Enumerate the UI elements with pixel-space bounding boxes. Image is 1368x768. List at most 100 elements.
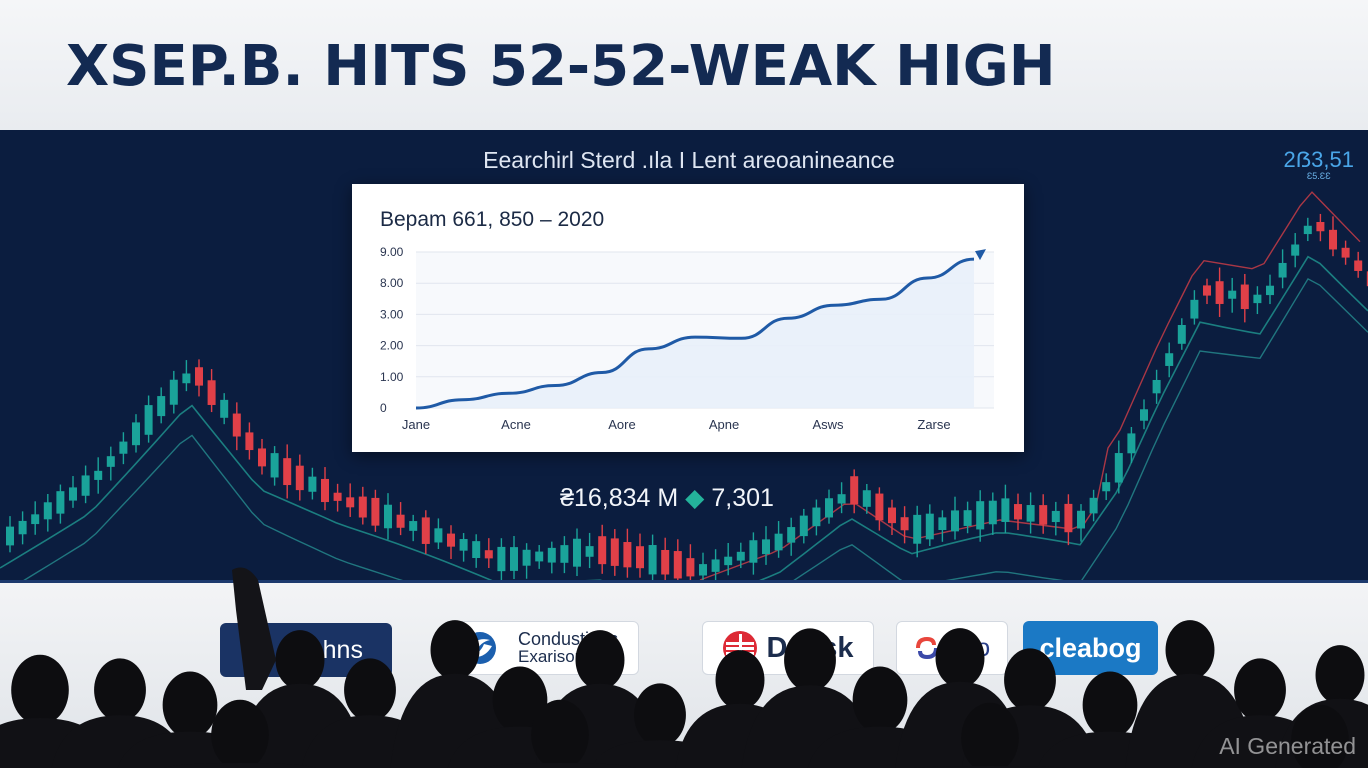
x-tick-label: Asws [812, 417, 844, 432]
candlestick [1114, 440, 1123, 494]
candlestick [585, 532, 594, 569]
series-line [415, 257, 975, 410]
candlestick [724, 543, 733, 576]
candlestick [69, 476, 77, 508]
candlestick [169, 370, 178, 414]
candlestick [673, 539, 682, 580]
ai-generated-watermark: AI Generated [1219, 733, 1356, 759]
candlestick [333, 483, 342, 512]
candlestick [434, 518, 443, 549]
candlestick [1354, 251, 1363, 278]
candlestick [1001, 484, 1010, 533]
candlestick [1089, 489, 1098, 522]
candlestick [409, 514, 418, 542]
candlestick [623, 528, 632, 578]
candlestick [535, 545, 544, 569]
candlestick [648, 534, 657, 580]
candlestick [106, 446, 115, 481]
candlestick [1177, 318, 1186, 350]
audience-member [1291, 704, 1349, 768]
candlestick [283, 444, 292, 499]
moving-average-line-2 [23, 277, 1368, 580]
candlestick [182, 360, 191, 392]
candlestick [598, 524, 607, 574]
candlestick [132, 414, 140, 453]
candlestick [56, 484, 65, 524]
candlestick [358, 486, 367, 525]
candlestick [270, 446, 279, 486]
candlestick [1140, 399, 1148, 430]
candlestick [321, 467, 329, 511]
candlestick [207, 369, 216, 413]
x-tick-label: Jane [402, 417, 430, 432]
display-screen: Eearchirl Sterd .ıla I Lent areoanineanc… [0, 130, 1368, 583]
corner-readout: 2ẞ3,51 Ɛ5.ƐƐ [1283, 147, 1354, 181]
candlestick [951, 496, 959, 540]
candlestick [522, 543, 531, 579]
candlestick [976, 490, 985, 542]
candlestick [661, 537, 670, 580]
candlestick [938, 510, 947, 542]
candlestick [94, 457, 103, 494]
screen-title: Eearchirl Sterd .ıla I Lent areoanineanc… [483, 147, 895, 173]
candlestick [913, 505, 922, 558]
candlestick [81, 465, 90, 504]
candlestick [862, 483, 871, 514]
candlestick [232, 402, 241, 451]
candlestick [925, 504, 934, 547]
y-tick-label: 8.00 [380, 276, 404, 290]
candlestick [963, 501, 972, 534]
candlestick [1228, 277, 1237, 313]
candlestick [1051, 501, 1060, 536]
candlestick [1152, 369, 1161, 404]
y-tick-label: 2.00 [380, 339, 404, 353]
candlestick [799, 508, 808, 544]
candlestick [825, 489, 833, 524]
candlestick [900, 506, 909, 544]
candlestick [573, 528, 581, 577]
candlestick [396, 502, 405, 536]
candlestick [144, 395, 153, 443]
candlestick [421, 510, 430, 554]
candlestick [472, 534, 481, 568]
moving-average-line-1 [0, 255, 1368, 580]
candlestick [1303, 217, 1312, 242]
trend-arrow-icon [975, 249, 986, 261]
sponsor-logo-5-text: cleabog [1039, 632, 1142, 663]
candlestick [195, 359, 203, 397]
x-tick-label: Aore [608, 417, 635, 432]
candlestick [1014, 493, 1022, 530]
y-tick-label: 3.00 [380, 307, 404, 321]
candlestick [245, 422, 254, 460]
loop-icon [915, 636, 938, 660]
candlestick [1278, 249, 1287, 289]
candlestick [1341, 240, 1350, 265]
candlestick [31, 501, 40, 535]
candlestick [988, 492, 997, 535]
candlestick [1329, 216, 1337, 257]
candlestick [711, 549, 720, 580]
candlestick [258, 438, 266, 475]
x-tick-label: Zarse [917, 417, 950, 432]
candlestick-backdrop [0, 191, 1368, 580]
x-tick-label: Apne [709, 417, 739, 432]
candlestick [888, 499, 896, 535]
candlestick [736, 542, 745, 569]
candlestick [812, 499, 821, 536]
diamond-icon: ◆ [685, 484, 705, 512]
audience-member [484, 699, 636, 768]
candlestick [837, 482, 846, 514]
candlestick [384, 493, 392, 540]
candlestick [18, 511, 27, 545]
candlestick [1316, 213, 1325, 242]
candlestick [636, 533, 644, 578]
chart-title: Bepam 661, 850 – 2020 [380, 208, 605, 231]
candlestick [787, 517, 796, 556]
candlestick [1266, 274, 1274, 305]
candlestick [510, 535, 518, 580]
candlestick [1039, 494, 1048, 534]
candlestick [875, 487, 884, 531]
stock-change: 7,301 [711, 484, 774, 512]
candlestick [1253, 286, 1262, 315]
series-area [416, 259, 974, 408]
